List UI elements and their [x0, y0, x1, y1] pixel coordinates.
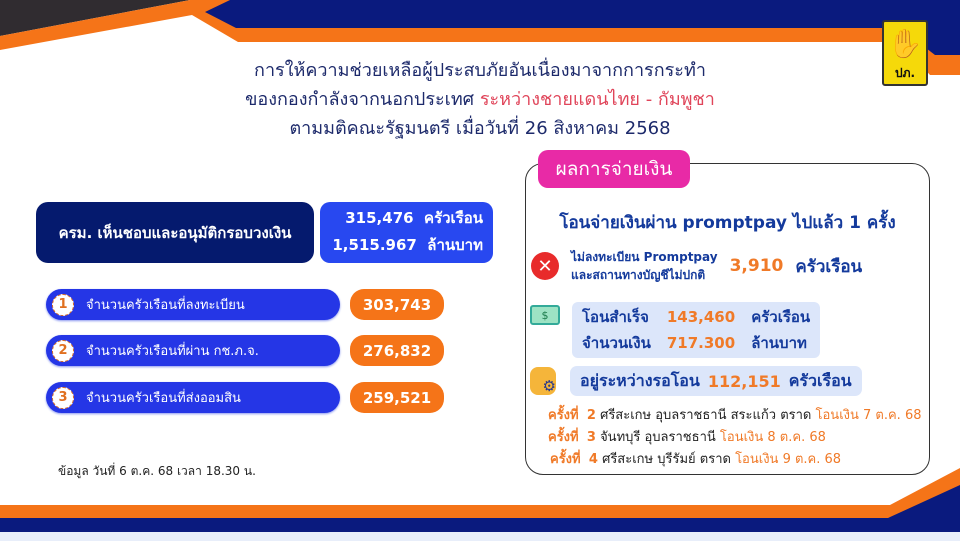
round-prefix: ครั้งที่ [550, 452, 581, 467]
step-number: 2 [52, 339, 74, 362]
step-3: 3 จำนวนครัวเรือนที่ส่งออมสิน 259,521 [46, 382, 444, 413]
round-provinces: ศรีสะเกษ บุรีรัมย์ ตราด [602, 452, 731, 467]
payment-result-tag: ผลการจ่ายเงิน [538, 150, 690, 188]
payment-heading: โอนจ่ายเงินผ่าน promptpay ไปแล้ว 1 ครั้ง [525, 209, 930, 236]
round-provinces: จันทบุรี อุบลราชธานี [600, 430, 716, 445]
step-1-value: 303,743 [350, 289, 444, 320]
top-navy-band [205, 0, 960, 55]
round-item: ครั้งที่ 4 ศรีสะเกษ บุรีรัมย์ ตราด โอนเง… [548, 449, 921, 471]
payment-heading-text: โอนจ่ายเงินผ่าน promptpay ไปแล้ว 1 ครั้ง [559, 213, 896, 233]
step-2-label: 2 จำนวนครัวเรือนที่ผ่าน กช.ภ.จ. [46, 335, 340, 366]
failed-label: ไม่ลงทะเบียน Promptpay และสถานทางบัญชีไม… [571, 248, 718, 284]
pending-label: อยู่ระหว่างรอโอน [580, 370, 700, 390]
success-unit: ครัวเรือน [751, 308, 811, 326]
paid-amount-unit: ล้านบาท [751, 334, 807, 352]
failed-line-1: ไม่ลงทะเบียน Promptpay [571, 250, 718, 264]
success-value: 143,460 [666, 308, 736, 326]
step-2-value: 276,832 [350, 335, 444, 366]
pending-row: ⚙ อยู่ระหว่างรอโอน 112,151 ครัวเรือน [530, 366, 862, 396]
paid-amount-label: จำนวนเงิน [582, 334, 651, 352]
pending-box: อยู่ระหว่างรอโอน 112,151 ครัวเรือน [570, 366, 862, 396]
round-date: โอนเงิน 8 ต.ค. 68 [719, 430, 826, 445]
cabinet-approval-label: ครม. เห็นชอบและอนุมัติกรอบวงเงิน [36, 202, 314, 263]
round-number: 2 [586, 408, 596, 423]
round-date: โอนเงิน 9 ต.ค. 68 [735, 452, 842, 467]
title-line-2-a: ของกองกำลังจากนอกประเทศ [245, 89, 475, 110]
approved-households: 315,476 [345, 209, 414, 227]
step-3-value: 259,521 [350, 382, 444, 413]
amount-unit: ล้านบาท [427, 236, 483, 254]
data-timestamp: ข้อมูล วันที่ 6 ต.ค. 68 เวลา 18.30 น. [58, 464, 256, 478]
logo-text: ปภ. [894, 66, 916, 80]
pending-value: 112,151 [707, 371, 781, 391]
approval-summary: ครม. เห็นชอบและอนุมัติกรอบวงเงิน 315,476… [36, 202, 493, 263]
bottom-navy-band [0, 485, 960, 532]
approved-budget-box: 315,476 ครัวเรือน 1,515.967 ล้านบาท [320, 202, 493, 263]
step-1: 1 จำนวนครัวเรือนที่ลงทะเบียน 303,743 [46, 289, 444, 320]
failed-unit: ครัวเรือน [795, 256, 863, 277]
failed-value: 3,910 [729, 256, 784, 276]
step-text: จำนวนครัวเรือนที่ผ่าน กช.ภ.จ. [86, 344, 259, 359]
round-item: ครั้งที่ 3 จันทบุรี อุบลราชธานี โอนเงิน … [548, 427, 921, 449]
step-number: 3 [52, 386, 74, 409]
transfer-rounds: ครั้งที่ 2 ศรีสะเกษ อุบลราชธานี สระแก้ว … [548, 405, 921, 471]
approved-amount: 1,515.967 [332, 236, 417, 254]
round-number: 4 [588, 452, 598, 467]
close-circle-icon: ✕ [531, 252, 559, 280]
title-line-2-highlight: ระหว่างชายแดนไทย - กัมพูชา [479, 89, 715, 110]
paid-amount-value: 717.300 [666, 334, 736, 352]
success-row: $ โอนสำเร็จ 143,460 ครัวเรือน จำนวนเงิน … [530, 302, 821, 358]
households-unit: ครัวเรือน [424, 209, 483, 227]
agency-logo: ✋ ปภ. [882, 20, 928, 86]
failed-row: ✕ ไม่ลงทะเบียน Promptpay และสถานทางบัญชี… [531, 248, 862, 284]
hand-icon: ✋ [887, 27, 923, 60]
title-line-1: การให้ความช่วยเหลือผู้ประสบภัยอันเนื่องม… [254, 60, 706, 81]
round-prefix: ครั้งที่ [548, 408, 579, 423]
title-line-3: ตามมติคณะรัฐมนตรี เมื่อวันที่ 26 สิงหาคม… [289, 118, 671, 139]
title-line-2: ของกองกำลังจากนอกประเทศ ระหว่างชายแดนไทย… [0, 85, 960, 114]
step-3-label: 3 จำนวนครัวเรือนที่ส่งออมสิน [46, 382, 340, 413]
bottom-light-strip [0, 532, 960, 541]
step-number: 1 [52, 293, 74, 316]
database-gear-icon: ⚙ [530, 367, 556, 395]
round-number: 3 [586, 430, 596, 445]
success-box: โอนสำเร็จ 143,460 ครัวเรือน จำนวนเงิน 71… [572, 302, 821, 358]
failed-line-2: และสถานทางบัญชีไม่ปกติ [571, 268, 706, 282]
step-1-label: 1 จำนวนครัวเรือนที่ลงทะเบียน [46, 289, 340, 320]
round-item: ครั้งที่ 2 ศรีสะเกษ อุบลราชธานี สระแก้ว … [548, 405, 921, 427]
page-title: การให้ความช่วยเหลือผู้ประสบภัยอันเนื่องม… [0, 56, 960, 143]
money-transfer-icon: $ [530, 305, 560, 325]
round-provinces: ศรีสะเกษ อุบลราชธานี สระแก้ว ตราด [600, 408, 812, 423]
success-label: โอนสำเร็จ [582, 308, 649, 326]
round-date: โอนเงิน 7 ต.ค. 68 [815, 408, 922, 423]
round-prefix: ครั้งที่ [548, 430, 579, 445]
step-text: จำนวนครัวเรือนที่ลงทะเบียน [86, 298, 245, 313]
step-2: 2 จำนวนครัวเรือนที่ผ่าน กช.ภ.จ. 276,832 [46, 335, 444, 366]
pending-unit: ครัวเรือน [788, 370, 852, 390]
step-text: จำนวนครัวเรือนที่ส่งออมสิน [86, 391, 241, 406]
